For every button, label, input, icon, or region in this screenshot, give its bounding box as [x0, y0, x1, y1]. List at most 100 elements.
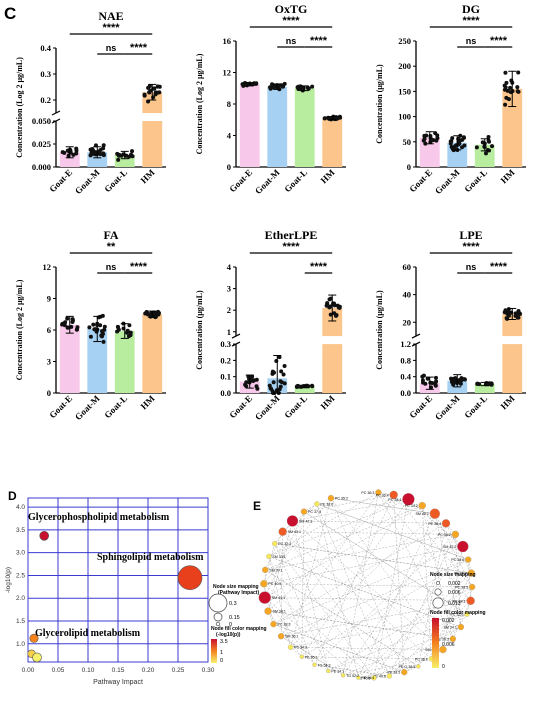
data-point: [269, 386, 273, 390]
panel-letter-c: C: [4, 4, 16, 23]
network-node-label: PC 34:2: [405, 504, 418, 508]
data-point: [516, 71, 520, 75]
data-point: [514, 311, 518, 315]
network-node: [465, 557, 471, 563]
data-point: [296, 385, 300, 389]
network-size-legend-circle: [435, 589, 441, 595]
y-tick-label: 6: [47, 325, 51, 335]
pathway-point: [40, 531, 49, 540]
network-node: [457, 541, 468, 552]
data-point: [99, 334, 103, 338]
size-legend-circle: [214, 613, 222, 621]
network-node-label: TG 52:2: [346, 674, 359, 678]
data-point: [101, 151, 105, 155]
bar-charts: 0.0000.0250.0500.20.30.4NAEConcentration…: [15, 2, 526, 422]
x-tick-label: Goat-M: [73, 167, 102, 196]
data-point: [486, 148, 490, 152]
data-point: [490, 144, 494, 148]
data-point: [459, 382, 463, 386]
data-point: [475, 382, 479, 386]
network-size-legend-value: 0.002: [448, 581, 461, 587]
y-tick-label: 2.5: [16, 572, 25, 579]
data-point: [516, 89, 520, 93]
data-point: [103, 325, 107, 329]
data-point: [244, 384, 248, 388]
y-tick-label: 60: [403, 262, 412, 272]
network-node-label: PE 38:4: [428, 522, 441, 526]
x-tick-label: Goat-M: [253, 393, 282, 422]
data-point: [310, 85, 314, 89]
significance-label: ns: [106, 43, 117, 53]
x-tick-label: Goat-L: [462, 393, 489, 420]
network-node-label: SM 43:1: [288, 530, 301, 534]
network-node: [301, 509, 307, 515]
network-node-label: SM 33:1: [272, 555, 285, 559]
y-tick-label: 3: [47, 357, 51, 367]
y-tick-label: 150: [398, 86, 411, 96]
data-point: [435, 133, 439, 137]
data-point: [335, 313, 339, 317]
y-tick-label: 0.4: [400, 372, 411, 382]
network-node: [259, 592, 271, 604]
network-node-label: PC 38:4: [388, 498, 401, 502]
network-node: [287, 515, 298, 526]
y-tick-label: 12: [223, 68, 232, 78]
x-tick-label: Goat-E: [47, 393, 74, 420]
network-node: [278, 633, 284, 639]
data-point: [75, 325, 79, 329]
bar-hm: [142, 314, 162, 393]
data-point: [143, 93, 147, 97]
data-point: [251, 379, 255, 383]
y-tick-label: 1.0: [16, 641, 25, 648]
x-tick-label: 0.25: [172, 667, 185, 674]
network-node-label: SM 42:1: [415, 512, 428, 516]
color-legend-value: 0: [220, 658, 223, 664]
color-legend-subtitle: (-log10(p)): [216, 632, 241, 638]
x-tick-label: 0.20: [142, 667, 155, 674]
network-edge: [265, 534, 455, 570]
data-point: [74, 152, 78, 156]
network-node: [401, 669, 407, 675]
data-point: [126, 329, 130, 333]
y-tick-label: 0.8: [400, 355, 411, 365]
significance-label: ****: [102, 22, 120, 34]
network-node-label: PC 36:2: [438, 533, 451, 537]
network-node: [312, 663, 316, 667]
bar-goat-e: [240, 84, 260, 167]
data-point: [428, 381, 432, 385]
network-node: [260, 580, 267, 587]
y-tick-label: 200: [398, 61, 411, 71]
chart-title: EtherLPE: [265, 228, 318, 242]
data-point: [255, 387, 259, 391]
y-tick-label: 250: [398, 36, 411, 46]
y-tick-label: 4.0: [16, 504, 25, 511]
network-node: [270, 621, 276, 627]
network-edge: [275, 544, 374, 678]
network-color-legend-value: 0: [442, 664, 445, 670]
network-node-label: PC 37:4: [308, 510, 321, 514]
data-point: [154, 315, 158, 319]
x-tick-label: Goat-E: [227, 393, 254, 420]
data-point: [338, 116, 342, 120]
data-point: [451, 383, 455, 387]
data-point: [504, 96, 508, 100]
network-size-legend-title: Node size mapping: [430, 572, 476, 578]
x-tick-label: Goat-E: [47, 167, 74, 194]
y-tick-label: 0.025: [32, 139, 51, 149]
y-tick-label: 3.0: [16, 550, 25, 557]
pathway-label: Glycerolipid metabolism: [35, 628, 141, 639]
network-node-label: PC 32:1: [278, 542, 291, 546]
network-node: [326, 669, 330, 673]
data-point: [101, 146, 105, 150]
size-legend-subtitle: (Pathway Impact): [218, 590, 259, 596]
data-point: [424, 133, 428, 137]
data-point: [130, 149, 134, 153]
lipid-network: PC 36:3PC 36:4PC 38:4PC 34:2SM 42:1PE 38…: [259, 489, 486, 680]
data-point: [450, 145, 454, 149]
x-tick-label: Goat-E: [407, 393, 434, 420]
significance-label: ns: [466, 36, 477, 46]
